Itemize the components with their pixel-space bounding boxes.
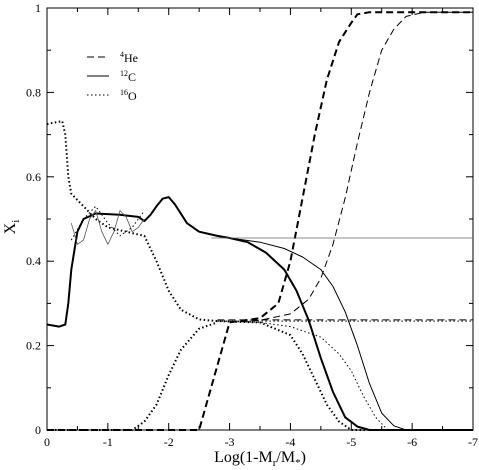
series-layer [46, 11, 473, 431]
y-tick-label: 0.2 [26, 339, 41, 353]
legend-label-c: 12C [120, 69, 136, 84]
y-axis-label-sub: i [10, 220, 22, 223]
x-axis-label-sub-r: r [273, 457, 277, 469]
x-tick-label: -5 [346, 435, 356, 449]
x-axis-label-prefix: Log(1-M [214, 449, 273, 466]
y-tick-label: 1 [35, 1, 41, 15]
legend-label-isotope: 4 [120, 50, 124, 59]
series-line-he-thin [47, 11, 473, 431]
series-line-c-thick [46, 196, 473, 431]
legend-label-element: C [128, 70, 136, 84]
legend-label-element: He [124, 51, 138, 65]
series-line-he-thick [47, 11, 473, 431]
series-line-o-oscillation-thin [70, 205, 145, 241]
plot-area: 0 -1 -2 -3 -4 -5 -6 -7 0 0.2 0.4 0.6 0.8 1 [26, 1, 478, 449]
legend-label-o: 16O [120, 88, 137, 103]
legend-label-isotope: 16 [120, 88, 128, 97]
x-tick-label: 0 [44, 435, 50, 449]
legend-label-he: 4He [120, 50, 138, 65]
y-tick-label: 0.6 [26, 170, 41, 184]
legend-label-isotope: 12 [120, 69, 128, 78]
y-tick-label: 0.8 [26, 85, 41, 99]
y-tick-label: 0 [35, 423, 41, 437]
x-tick-label: -4 [285, 435, 295, 449]
plot-frame [46, 7, 474, 431]
series-line-c-thin [198, 231, 473, 431]
series-line-he-o-thick [46, 120, 473, 431]
y-axis-label-main: X [2, 222, 19, 234]
x-axis-label-mid: /M [276, 449, 295, 466]
x-tick-label: -6 [407, 435, 417, 449]
x-axis-label-suffix: ) [301, 449, 306, 466]
series-line-c-oscillation-thin [70, 210, 145, 245]
y-axis-label: Xi [2, 220, 22, 235]
y-tick-label: 0.4 [26, 254, 41, 268]
x-tick-label: -3 [225, 435, 235, 449]
x-axis-label-sub-star: * [295, 457, 301, 469]
tick-layer: 0 -1 -2 -3 -4 -5 -6 -7 0 0.2 0.4 0.6 0.8 1 [26, 1, 478, 449]
legend-label-element: O [128, 89, 137, 103]
x-tick-label: -2 [164, 435, 174, 449]
x-tick-label: -7 [468, 435, 478, 449]
series-line-o-thin [217, 320, 473, 431]
x-tick-label: -1 [103, 435, 113, 449]
series-line-o-rise-thick [47, 321, 218, 431]
x-axis-label: Log(1-Mr/M*) [214, 449, 306, 469]
